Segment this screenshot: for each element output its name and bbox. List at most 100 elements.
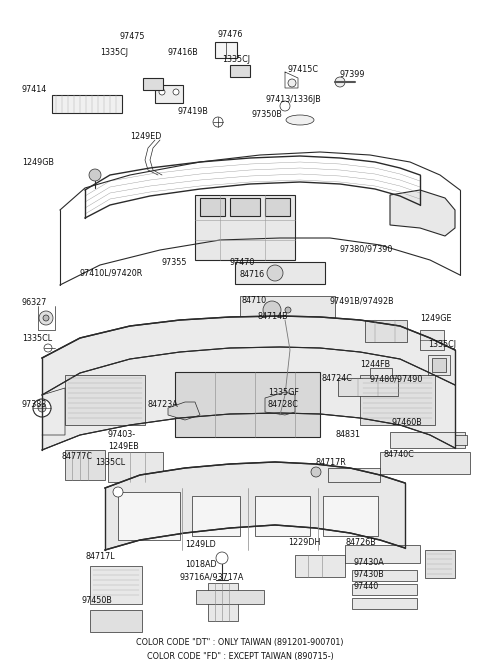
Text: 1249GB: 1249GB [22, 158, 54, 167]
Bar [428, 355, 450, 375]
Text: 1229DH: 1229DH [288, 538, 320, 547]
Text: 97460B: 97460B [392, 418, 423, 427]
Text: 84716: 84716 [240, 270, 265, 279]
Text: 84724C: 84724C [322, 374, 353, 383]
Text: 84831: 84831 [336, 430, 361, 439]
Ellipse shape [286, 115, 314, 125]
Bar [65, 375, 145, 425]
Bar [118, 492, 180, 540]
Bar [328, 468, 380, 482]
Text: 84726B: 84726B [346, 538, 377, 547]
Bar [365, 320, 407, 342]
Bar [352, 598, 417, 609]
Bar [200, 198, 225, 216]
Text: 84717L: 84717L [86, 552, 116, 561]
Text: 97383: 97383 [22, 400, 47, 409]
Bar [420, 330, 444, 350]
Text: COLOR CODE "FD" : EXCEPT TAIWAN (890715-): COLOR CODE "FD" : EXCEPT TAIWAN (890715-… [146, 652, 334, 661]
Bar [380, 452, 470, 474]
Text: 1335CL: 1335CL [95, 458, 125, 467]
Bar [52, 95, 122, 113]
Bar [90, 566, 142, 604]
Text: 97470: 97470 [230, 258, 255, 267]
Text: 1335GF: 1335GF [268, 388, 299, 397]
Text: 97410L/97420R: 97410L/97420R [80, 268, 143, 277]
Bar [352, 584, 417, 595]
Circle shape [33, 399, 51, 417]
Circle shape [113, 487, 123, 497]
Text: 93716A/93717A: 93716A/93717A [180, 572, 244, 581]
Text: 1249LD: 1249LD [185, 540, 216, 549]
Circle shape [280, 101, 290, 111]
Text: 84723A: 84723A [148, 400, 179, 409]
Bar [295, 555, 345, 577]
Circle shape [39, 311, 53, 325]
Bar [370, 368, 392, 382]
Text: 84728C: 84728C [268, 400, 299, 409]
Circle shape [173, 89, 179, 95]
Bar [90, 610, 142, 632]
Bar [215, 42, 237, 58]
Circle shape [216, 552, 228, 564]
Circle shape [159, 89, 165, 95]
Bar [192, 496, 240, 536]
Text: 1249GE: 1249GE [420, 314, 452, 323]
Bar [196, 590, 264, 604]
Text: 97380/97390: 97380/97390 [340, 245, 394, 254]
Circle shape [38, 404, 46, 412]
Text: 97419B: 97419B [178, 107, 209, 116]
Circle shape [335, 77, 345, 87]
Circle shape [288, 79, 296, 87]
Polygon shape [265, 392, 295, 415]
Text: 84714B: 84714B [258, 312, 288, 321]
Bar [108, 452, 163, 482]
Text: 97350B: 97350B [252, 110, 283, 119]
Text: 97414: 97414 [22, 85, 47, 94]
Circle shape [43, 315, 49, 321]
Text: COLOR CODE "DT" : ONLY TAIWAN (891201-900701): COLOR CODE "DT" : ONLY TAIWAN (891201-90… [136, 638, 344, 647]
Text: 1249ED: 1249ED [130, 132, 161, 141]
Text: 97480/97490: 97480/97490 [370, 374, 423, 383]
Text: 97430A: 97430A [354, 558, 385, 567]
Bar [345, 545, 420, 563]
Circle shape [267, 265, 283, 281]
Text: 97399: 97399 [340, 70, 365, 79]
Text: 84740C: 84740C [384, 450, 415, 459]
Bar [240, 296, 335, 324]
Bar [425, 550, 455, 578]
Text: 1335CJ: 1335CJ [222, 55, 250, 64]
Bar [155, 85, 183, 103]
Text: 1244FB: 1244FB [360, 360, 390, 369]
Bar [143, 78, 163, 90]
Bar [235, 262, 325, 284]
Bar [175, 372, 320, 437]
Text: 84710: 84710 [242, 296, 267, 305]
Text: 84717R: 84717R [316, 458, 347, 467]
Text: 1335CJ: 1335CJ [100, 48, 128, 57]
Circle shape [311, 467, 321, 477]
Text: 1335CL: 1335CL [22, 334, 52, 343]
Bar [208, 583, 238, 621]
Circle shape [89, 169, 101, 181]
Bar [323, 496, 378, 536]
Bar [230, 65, 250, 77]
Text: 97355: 97355 [162, 258, 188, 267]
Circle shape [285, 307, 291, 313]
Bar [432, 358, 446, 372]
Text: 97413/1336JB: 97413/1336JB [265, 95, 321, 104]
Bar [338, 378, 398, 396]
Polygon shape [168, 402, 200, 420]
Bar [230, 198, 260, 216]
Polygon shape [390, 190, 455, 236]
Text: 97415C: 97415C [287, 65, 318, 74]
Bar [195, 195, 295, 260]
Text: 1335CJ: 1335CJ [428, 340, 456, 349]
Text: 84777C: 84777C [62, 452, 93, 461]
Text: 97430B: 97430B [354, 570, 385, 579]
Circle shape [95, 460, 105, 470]
Text: 97476: 97476 [218, 30, 243, 39]
Bar [65, 450, 105, 480]
Text: 1249EB: 1249EB [108, 442, 139, 451]
Text: 97416B: 97416B [167, 48, 198, 57]
Text: 96327: 96327 [22, 298, 48, 307]
